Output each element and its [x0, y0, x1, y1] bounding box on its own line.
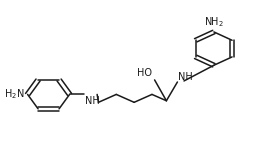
Text: H$_2$N: H$_2$N	[4, 87, 24, 101]
Text: NH: NH	[178, 72, 193, 82]
Text: HO: HO	[137, 68, 152, 78]
Text: NH: NH	[85, 96, 99, 107]
Text: NH$_2$: NH$_2$	[204, 16, 224, 29]
